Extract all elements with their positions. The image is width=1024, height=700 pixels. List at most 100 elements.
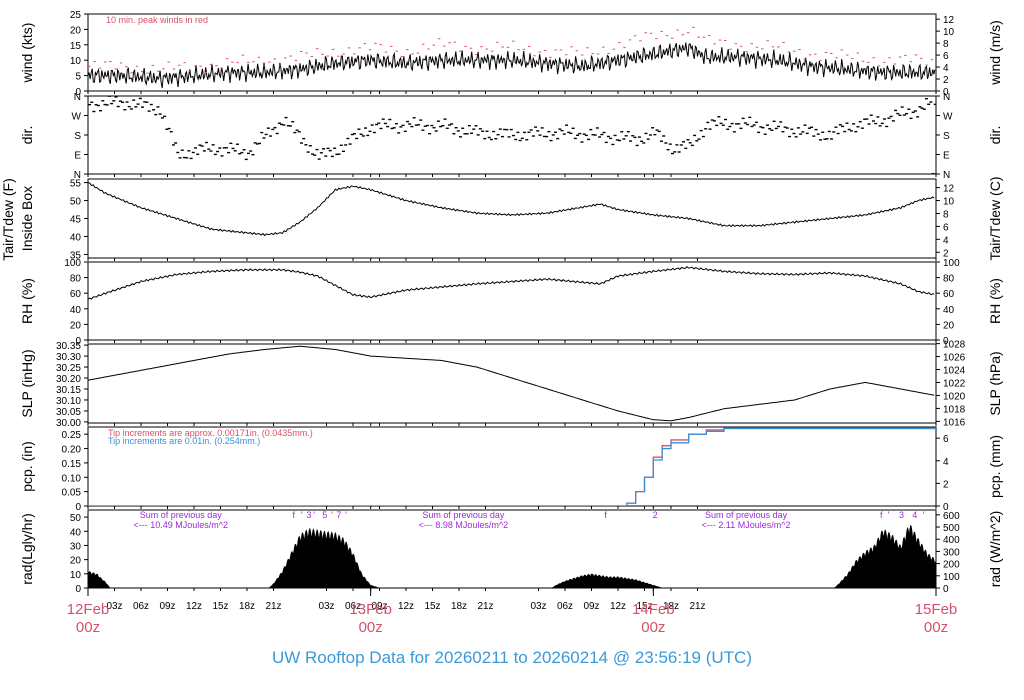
series-group: [88, 427, 936, 506]
y-tick-label: 30.10: [56, 396, 81, 407]
x-tick-label: 15z: [424, 601, 440, 612]
rad-summary-label: Sum of previous day: [422, 510, 505, 520]
y-tick-label-right: 0: [943, 336, 949, 347]
y-tick-label: 100: [64, 258, 81, 269]
y-tick-label: 35: [70, 250, 82, 261]
y-tick-label-right: 4: [943, 457, 949, 468]
panel-pcp: 0 0.05 0.10 0.15 0.20 0.25 0 2 4 6 pcp. (in) pcp. (…: [19, 426, 1003, 513]
y-tick-label: 40: [70, 527, 82, 538]
y-tick-label: 0: [75, 336, 81, 347]
y-tick-label: N: [74, 92, 81, 103]
y-tick-label: 10: [70, 56, 82, 67]
rad-tip-mark: ': [313, 510, 315, 520]
rad-summary-value: <--- 10.49 MJoules/m^2: [133, 520, 228, 530]
y-tick-label-right: 60: [943, 289, 955, 300]
y-tick-label: 55: [70, 179, 82, 190]
x-tick-label: 18z: [451, 601, 467, 612]
x-tick-label: 03z: [530, 601, 546, 612]
y-tick-label-right: 8: [943, 209, 949, 220]
x-tick-label: 12z: [610, 601, 626, 612]
x-tick-label: 21z: [689, 601, 705, 612]
y-tick-label-right: W: [943, 112, 953, 123]
panel-frame: [87, 178, 937, 259]
x-tick-label: 21z: [265, 601, 281, 612]
y-tick-label-right: 6: [943, 51, 949, 62]
y-tick-label: 20: [70, 25, 82, 36]
rad-tip-mark: ': [923, 510, 925, 520]
y-tick-label-right: 1024: [943, 366, 966, 377]
rad-tip-mark: f: [880, 510, 883, 520]
y-tick-label-right: 2: [943, 248, 949, 259]
y-axis-label: wind (kts): [19, 23, 35, 84]
y-tick-label: E: [74, 151, 81, 162]
y-tick-label-right: N: [943, 92, 950, 103]
y-tick-label: 30.35: [56, 341, 81, 352]
y-tick-label: 45: [70, 215, 82, 226]
y-tick-label: 0.20: [62, 445, 82, 456]
y-tick-label-right: 0: [943, 584, 949, 595]
radiation-area: [88, 524, 936, 588]
y-tick-label-right: 500: [943, 523, 960, 534]
y-tick-label: 30.05: [56, 407, 81, 418]
y-tick-label-right: 4: [943, 63, 949, 74]
panel-rh: 0 20 40 60 80 100 0 20 40 60 80 100 RH (%) RH (%): [19, 258, 1003, 347]
y-tick-label-right: 300: [943, 547, 960, 558]
x-major-date-label: 12Feb: [67, 601, 110, 618]
x-tick-label: 21z: [477, 601, 493, 612]
series-group: [88, 266, 935, 300]
y-tick-label-right: 10: [943, 27, 955, 38]
y-axis-label-secondary: Tair/Tdew (F): [0, 178, 16, 260]
rad-tip-mark: 5: [322, 510, 327, 520]
panel-frame: [87, 343, 937, 424]
x-major-date-label: 15Feb: [915, 601, 958, 618]
y-tick-label-right: 6: [943, 222, 949, 233]
y-axis-label-right: dir.: [987, 126, 1003, 145]
x-major-time-label: 00z: [359, 619, 383, 636]
y-tick-label-right: 1020: [943, 391, 966, 402]
y-tick-label: 0: [75, 502, 81, 513]
x-tick-label: 09z: [583, 601, 599, 612]
x-tick-label: 03z: [318, 601, 334, 612]
y-tick-label: 0.15: [62, 459, 82, 470]
y-tick-label-right: 8: [943, 39, 949, 50]
y-tick-label-right: 1022: [943, 378, 966, 389]
y-tick-label: 0: [75, 584, 81, 595]
series-group: [88, 26, 936, 89]
y-tick-label-right: 1026: [943, 353, 966, 364]
y-tick-label: 0.05: [62, 488, 82, 499]
y-tick-label: 40: [70, 305, 82, 316]
y-tick-label: 50: [70, 197, 82, 208]
y-tick-label: 60: [70, 289, 82, 300]
y-tick-label: 80: [70, 274, 82, 285]
pcp-annotation-1: Tip increments are approx. 0.00171in. (0…: [108, 428, 313, 438]
rad-tip-mark: 3: [306, 510, 311, 520]
rad-summary-label: Sum of previous day: [705, 510, 788, 520]
y-axis-label-right: Tair/Tdew (C): [987, 176, 1003, 260]
y-tick-label-right: 40: [943, 305, 955, 316]
y-tick-label: 0.10: [62, 473, 82, 484]
y-tick-label: 20: [70, 320, 82, 331]
x-major-time-label: 00z: [76, 619, 100, 636]
y-tick-label-right: 200: [943, 560, 960, 571]
rad-tip-mark: 2: [653, 510, 658, 520]
y-tick-label-right: 12: [943, 184, 955, 195]
panel-frame: [87, 261, 937, 341]
y-tick-label-right: N: [943, 170, 950, 181]
y-axis-label-right: RH (%): [987, 278, 1003, 324]
x-tick-label: 03z: [106, 601, 122, 612]
y-tick-label-right: 1016: [943, 417, 966, 428]
x-major-time-label: 00z: [641, 619, 665, 636]
y-tick-label-right: 10: [943, 197, 955, 208]
panel-slp: 30.0030.0530.1030.1530.2030.2530.3030.35…: [19, 340, 1003, 429]
y-tick-label-right: 80: [943, 274, 955, 285]
y-tick-label: 30.00: [56, 418, 81, 429]
rad-tip-mark: f: [293, 510, 296, 520]
y-tick-label-right: 0: [943, 87, 949, 98]
rad-tip-mark: 4: [912, 510, 917, 520]
x-tick-label: 09z: [371, 601, 387, 612]
y-tick-label: 50: [70, 513, 82, 524]
wind-mean-line: [88, 42, 936, 89]
